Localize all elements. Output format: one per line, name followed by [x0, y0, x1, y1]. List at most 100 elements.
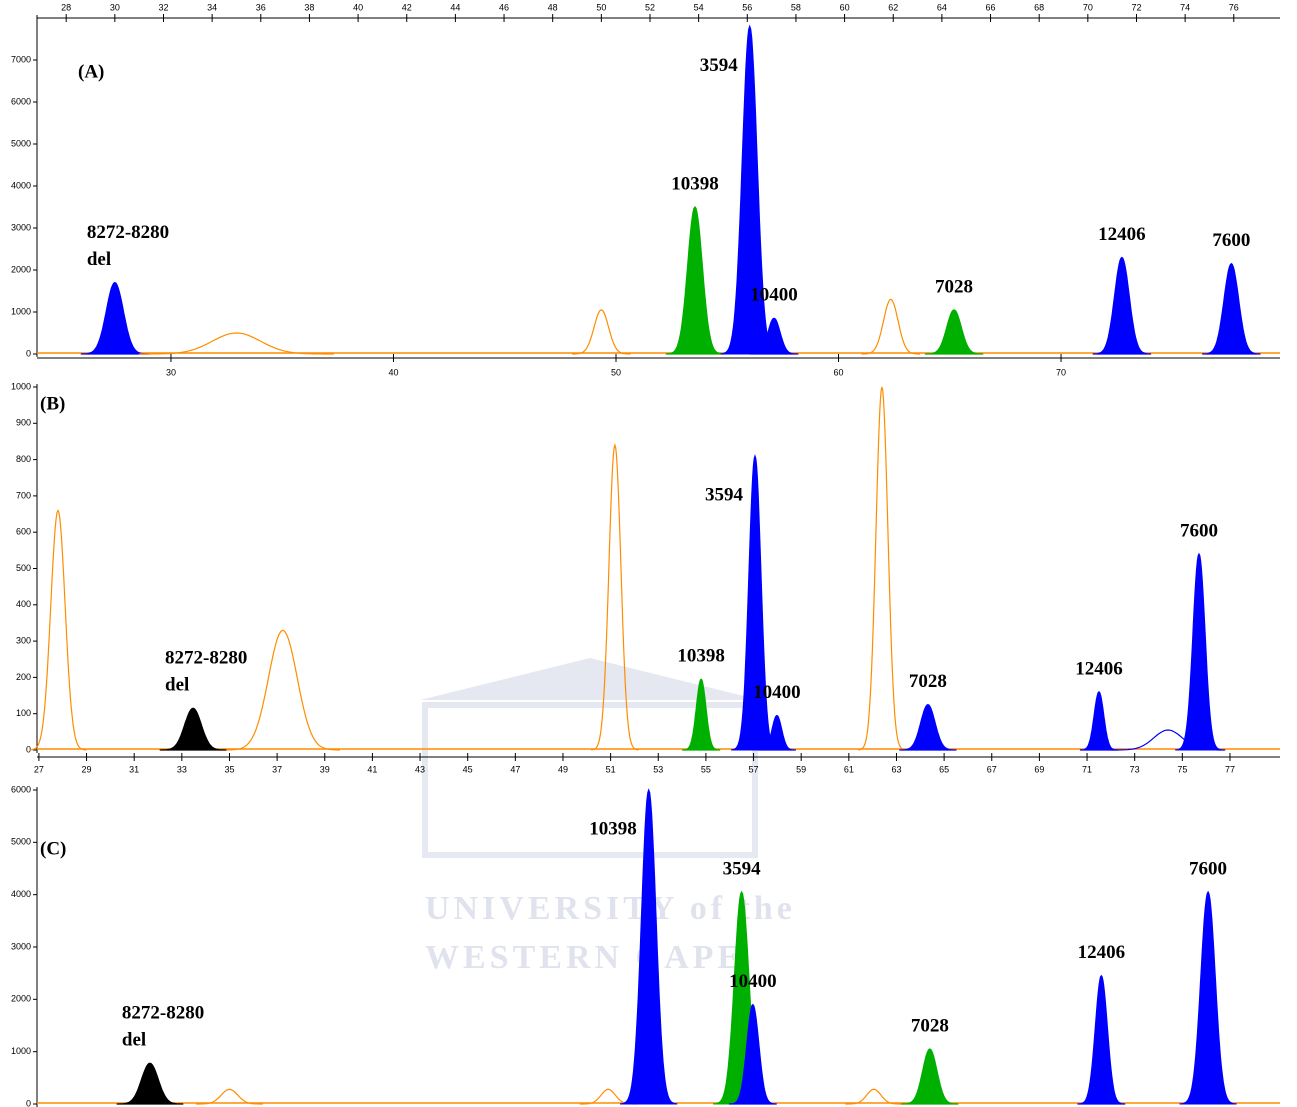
y-tick-label: 0 — [26, 348, 31, 358]
peak-label: 7028 — [935, 276, 973, 297]
peak — [757, 714, 796, 751]
peak-label: 10400 — [750, 285, 798, 306]
x-tick-label: 65 — [939, 764, 949, 774]
y-tick-label: 0 — [26, 1098, 31, 1107]
x-tick-label: 46 — [499, 2, 509, 12]
y-tick-label: 0 — [26, 744, 31, 754]
peak — [1079, 691, 1118, 751]
peak-label: 12406 — [1075, 658, 1123, 679]
peak — [1179, 890, 1237, 1105]
watermark-line: UNIVERSITY of the — [425, 890, 796, 927]
peak — [1202, 262, 1261, 355]
peak-label: 12406 — [1098, 224, 1146, 245]
peak — [620, 788, 678, 1105]
y-tick-label: 2000 — [11, 264, 31, 274]
y-tick-label: 200 — [16, 672, 31, 682]
peak-label: 7028 — [909, 671, 947, 692]
x-tick-label: 66 — [986, 2, 996, 12]
peak — [1092, 256, 1152, 355]
y-tick-label: 7000 — [11, 54, 31, 64]
x-tick-label: 41 — [367, 764, 377, 774]
x-tick-label: 53 — [653, 764, 663, 774]
peak — [1175, 552, 1223, 751]
peak — [728, 1003, 777, 1105]
peak-label: del — [165, 675, 189, 696]
x-tick-label: 70 — [1056, 367, 1066, 377]
peak-label: 3594 — [723, 858, 762, 879]
peak-label: 10398 — [677, 646, 725, 667]
peak — [1077, 974, 1126, 1105]
peak — [225, 629, 341, 751]
peak-label: 12406 — [1078, 942, 1126, 963]
y-tick-label: 1000 — [11, 306, 31, 316]
y-tick-label: 2000 — [11, 994, 31, 1004]
peak-label: 3594 — [700, 55, 739, 76]
peak — [899, 703, 957, 751]
y-tick-label: 500 — [16, 563, 31, 573]
peak — [845, 1088, 903, 1105]
x-tick-label: 60 — [840, 2, 850, 12]
watermark-roof — [420, 658, 760, 700]
x-tick-label: 64 — [937, 2, 947, 12]
x-tick-label: 73 — [1130, 764, 1140, 774]
x-tick-label: 30 — [166, 367, 176, 377]
x-tick-label: 37 — [272, 764, 282, 774]
x-tick-label: 57 — [749, 764, 759, 774]
y-tick-label: 1000 — [11, 381, 31, 391]
x-tick-label: 32 — [158, 2, 168, 12]
peak-label: 7600 — [1212, 230, 1250, 251]
panel-label: (B) — [40, 393, 65, 414]
x-tick-label: 55 — [701, 764, 711, 774]
peak — [682, 678, 721, 751]
y-tick-label: 1000 — [11, 1046, 31, 1056]
y-tick-label: 6000 — [11, 96, 31, 106]
x-tick-label: 27 — [34, 764, 44, 774]
peak — [572, 309, 631, 355]
peak — [749, 317, 799, 355]
peak — [858, 386, 906, 751]
x-tick-label: 75 — [1177, 764, 1187, 774]
x-tick-label: 72 — [1131, 2, 1141, 12]
peak — [116, 1062, 184, 1105]
peak-label: 10398 — [671, 173, 719, 194]
x-tick-label: 61 — [844, 764, 854, 774]
x-tick-label: 43 — [415, 764, 425, 774]
x-tick-label: 47 — [510, 764, 520, 774]
x-tick-label: 29 — [82, 764, 92, 774]
panel-label: (C) — [40, 838, 66, 859]
watermark-line: WESTERN CAPE — [425, 939, 744, 976]
x-tick-label: 44 — [450, 2, 460, 12]
x-tick-label: 33 — [177, 764, 187, 774]
x-tick-label: 50 — [611, 367, 621, 377]
watermark-building — [422, 702, 758, 858]
x-tick-label: 38 — [304, 2, 314, 12]
peak — [924, 309, 984, 355]
y-tick-label: 3000 — [11, 222, 31, 232]
peak-label: del — [87, 249, 111, 270]
x-tick-label: 50 — [596, 2, 606, 12]
peak-label: 3594 — [705, 484, 744, 505]
peak-label: 10398 — [589, 818, 637, 839]
peak-label: 10400 — [729, 971, 777, 992]
peak-label: 8272-8280 — [122, 1003, 204, 1024]
y-tick-label: 400 — [16, 599, 31, 609]
peak-label: 8272-8280 — [165, 648, 247, 669]
peak — [80, 281, 149, 355]
x-tick-label: 39 — [320, 764, 330, 774]
peak — [665, 206, 725, 355]
x-tick-label: 60 — [834, 367, 844, 377]
x-tick-label: 77 — [1225, 764, 1235, 774]
y-tick-label: 600 — [16, 527, 31, 537]
peak-label: del — [122, 1030, 146, 1051]
peak — [139, 332, 334, 355]
x-tick-label: 63 — [891, 764, 901, 774]
x-tick-label: 58 — [791, 2, 801, 12]
peak-label: 10400 — [753, 682, 801, 703]
peak-label: 7600 — [1189, 858, 1227, 879]
x-tick-label: 31 — [129, 764, 139, 774]
x-tick-label: 52 — [645, 2, 655, 12]
x-tick-label: 34 — [207, 2, 217, 12]
x-tick-label: 42 — [402, 2, 412, 12]
x-tick-label: 59 — [796, 764, 806, 774]
